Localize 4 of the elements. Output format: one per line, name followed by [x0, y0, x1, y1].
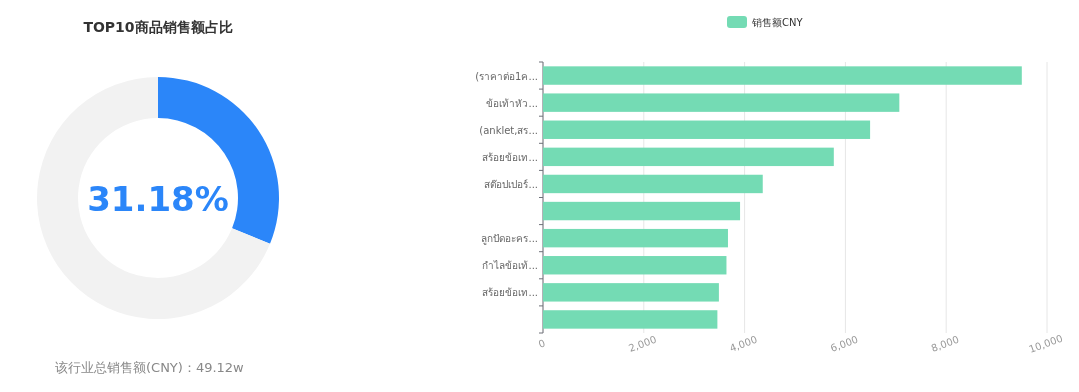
title: TOP10商品销售额占比 — [83, 19, 233, 35]
annotation: 31.18% — [87, 179, 229, 219]
legend: 销售额CNY — [752, 17, 803, 28]
annotation: 该行业总销售额(CNY)：49.12w — [55, 360, 244, 375]
